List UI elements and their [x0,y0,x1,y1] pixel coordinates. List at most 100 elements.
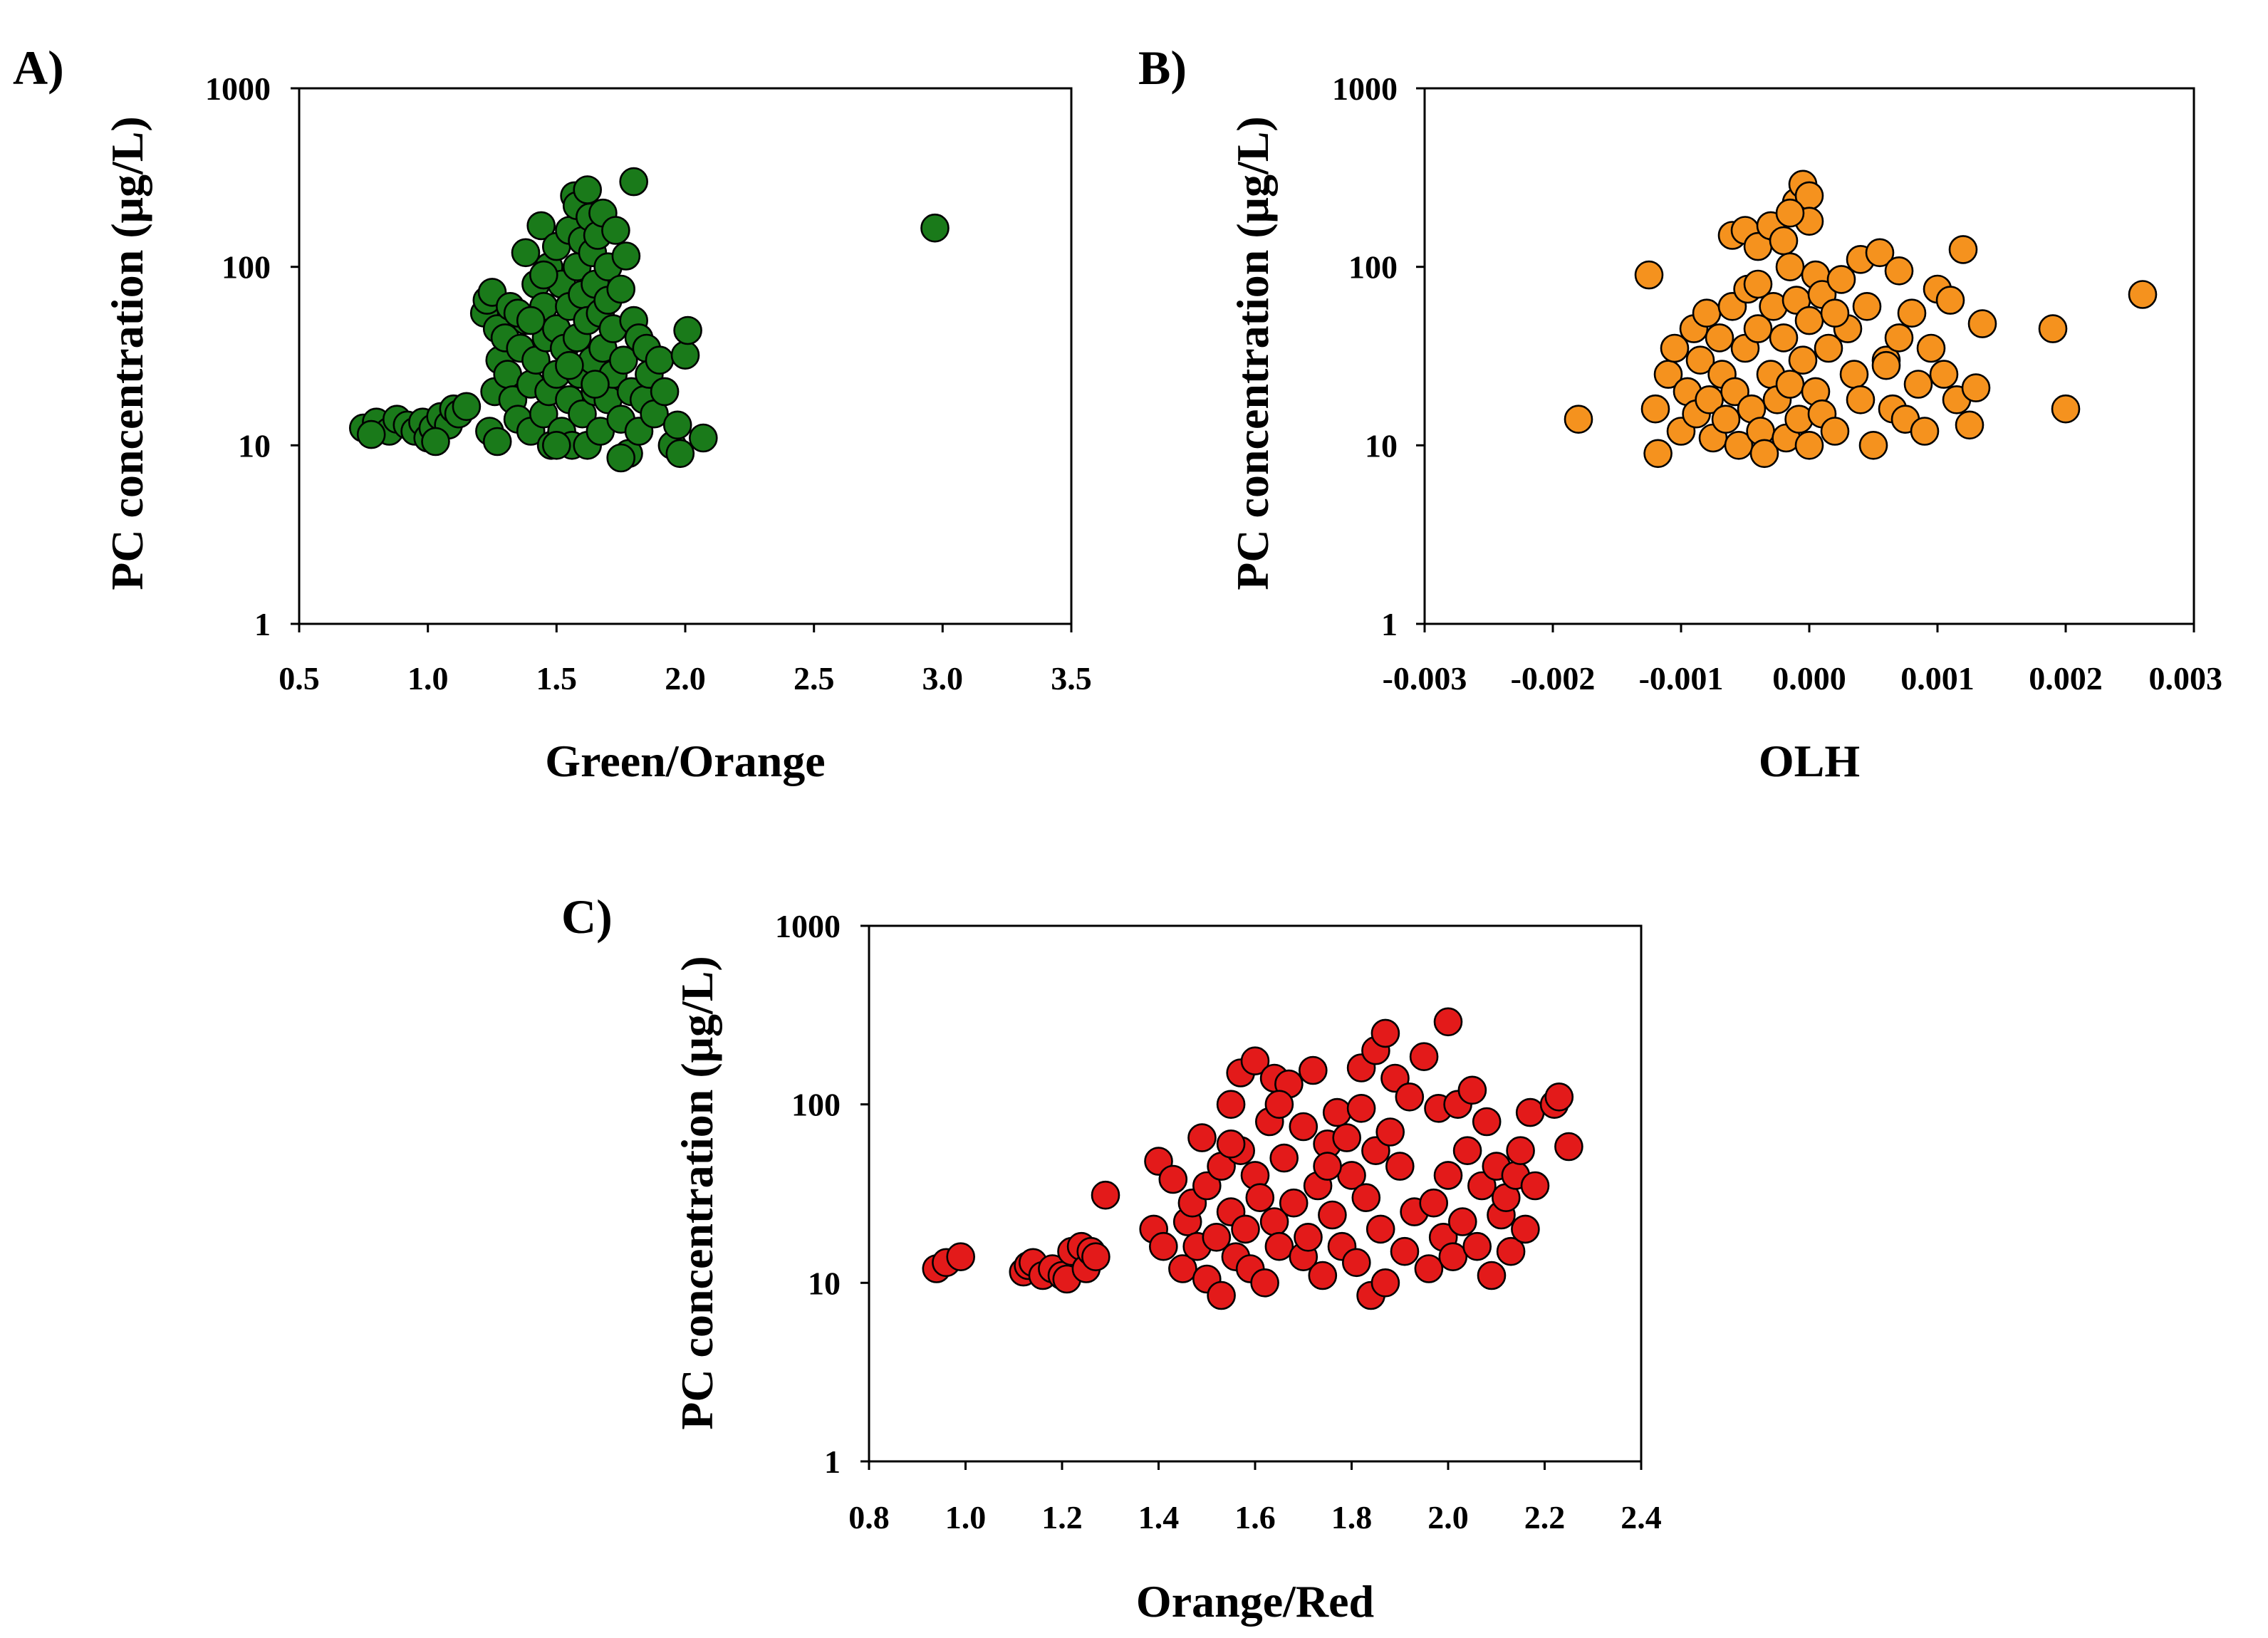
scatter-point [1192,1171,1222,1201]
y-tick-label: 1 [1381,606,1398,642]
panel-b-y-ticks: 1 10 100 1000 [1332,71,1425,642]
scatter-point [1467,1171,1497,1201]
y-tick-label: 1000 [1332,71,1398,107]
scatter-point [1216,1130,1246,1159]
scatter-point [1749,439,1779,469]
y-tick-label: 10 [238,427,271,464]
scatter-point [1390,1236,1420,1266]
scatter-point [1826,265,1856,294]
scatter-point [1724,430,1754,460]
scatter-point [619,167,649,197]
scatter-point [1342,1248,1371,1278]
scatter-point [1187,1123,1217,1152]
x-tick-label: 1.5 [536,660,578,697]
scatter-point [1472,1107,1502,1137]
scatter-point [1370,1018,1400,1048]
scatter-point [601,216,630,245]
scatter-point [1839,360,1869,389]
scatter-point [511,238,541,268]
scatter-point [1264,1231,1294,1261]
x-tick-label: 2.0 [665,660,706,697]
scatter-point [1264,1090,1294,1119]
scatter-point [1775,370,1805,399]
x-tick-label: 2.2 [1524,1499,1566,1535]
scatter-point [1250,1268,1279,1298]
scatter-point [608,345,638,375]
x-tick-label: 2.0 [1427,1499,1469,1535]
scatter-point [688,423,718,453]
scatter-point [1294,1223,1323,1252]
scatter-point [650,377,680,407]
scatter-point [1794,430,1824,460]
scatter-point [670,340,700,370]
panel-a-label: A) [13,41,64,95]
scatter-point [1375,1117,1405,1147]
scatter-point [1794,306,1824,335]
scatter-point [1351,1183,1381,1212]
scatter-point [645,345,675,375]
x-tick-label: 1.4 [1138,1499,1180,1535]
panel-b-points [1564,169,2158,469]
x-tick-label: 1.0 [945,1499,987,1535]
scatter-point [1871,350,1901,380]
scatter-point [1168,1254,1197,1283]
scatter-point [2128,280,2158,309]
y-tick-label: 100 [222,249,271,286]
panel-b-x-ticks: -0.003 -0.002 -0.001 0.000 0.001 0.002 0… [1383,624,2222,697]
scatter-point [573,175,603,204]
scatter-point [920,213,950,243]
scatter-point [1395,1083,1425,1112]
scatter-point [1743,269,1773,299]
scatter-point [1643,439,1673,469]
scatter-point [529,260,558,290]
scatter-point [1462,1231,1492,1261]
x-tick-label: 1.2 [1041,1499,1083,1535]
panel-b-label: B) [1138,41,1187,95]
scatter-point [946,1242,975,1271]
panel-b-xlabel: OLH [1759,736,1860,786]
scatter-point [1269,1143,1299,1173]
scatter-point [526,211,556,241]
scatter-point [1515,1097,1545,1127]
panel-c-xlabel: Orange/Red [1136,1576,1374,1627]
panel-c: C) PC concentration (μg/L) Orange/Red 0.… [561,890,1662,1627]
scatter-point [1903,370,1933,399]
scatter-point [1216,1090,1246,1119]
scatter-point [555,350,584,380]
scatter-point [1433,1161,1463,1190]
scatter-point [452,392,482,422]
x-tick-label: 0.8 [848,1499,890,1535]
panel-a: A) PC concentration (μg/L) Green/Orange … [13,41,1092,786]
x-tick-label: 3.5 [1051,660,1092,697]
scatter-point [1564,405,1593,434]
x-tick-label: 0.5 [279,660,320,697]
scatter-point [1511,1214,1540,1244]
x-tick-label: -0.001 [1639,660,1724,697]
scatter-point [1318,1200,1347,1230]
scatter-point [1414,1254,1444,1283]
scatter-point [1452,1136,1482,1165]
scatter-point [662,410,692,440]
scatter-point [1313,1152,1342,1181]
scatter-point [1705,323,1734,353]
scatter-point [1477,1261,1507,1290]
panel-c-points [922,1007,1583,1310]
scatter-point [1884,256,1914,286]
scatter-point [1245,1183,1275,1212]
y-tick-label: 1000 [775,908,841,944]
panel-a-ylabel: PC concentration (μg/L) [102,116,152,590]
scatter-point [1520,1171,1550,1201]
scatter-point [1852,291,1882,321]
scatter-point [1448,1207,1477,1236]
scatter-point [611,241,641,271]
scatter-point [1506,1136,1535,1165]
scatter-point [1775,198,1805,228]
scatter-point [2038,314,2068,343]
scatter-point [1660,333,1690,363]
scatter-point [1711,405,1741,434]
scatter-point [1935,286,1965,315]
scatter-point [2051,394,2081,424]
scatter-point [1346,1094,1376,1123]
scatter-point [1409,1042,1439,1071]
